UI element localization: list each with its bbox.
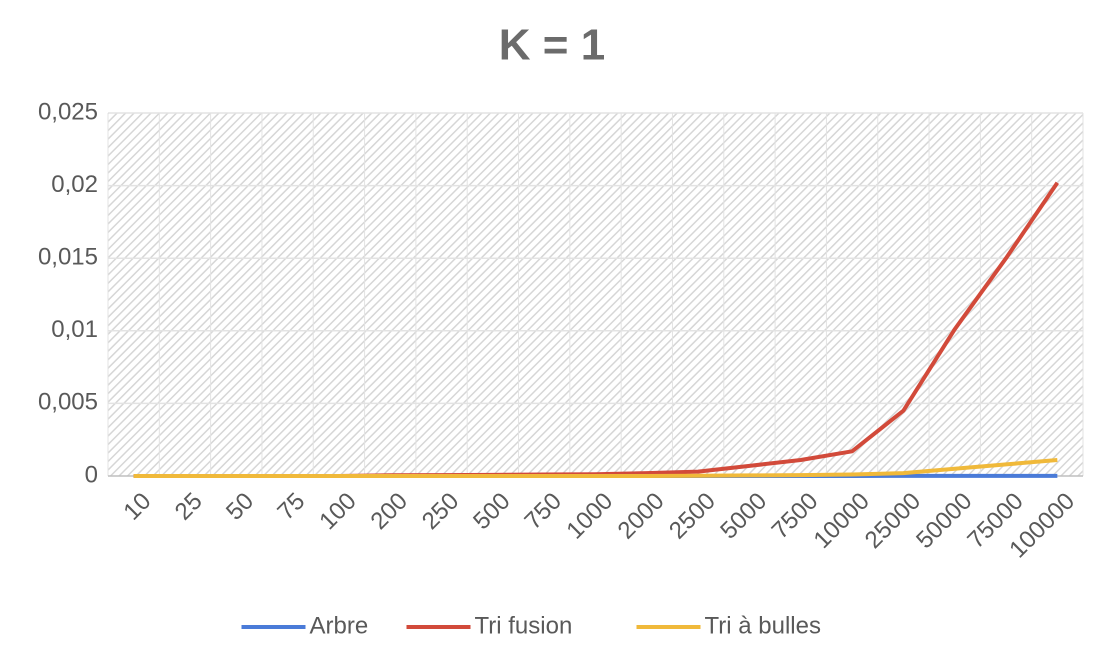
x-tick-label: 2000 (613, 488, 670, 545)
y-tick-label: 0 (85, 461, 98, 488)
x-tick-label: 25000 (860, 488, 926, 554)
x-tick-label: 200 (366, 488, 413, 535)
y-tick-label: 0,015 (38, 244, 98, 271)
x-tick-label: 50000 (911, 488, 977, 554)
x-tick-label: 5000 (715, 488, 772, 545)
legend-label: Tri fusion (475, 612, 573, 639)
x-tick-label: 75 (272, 488, 310, 526)
x-tick-label: 100 (314, 488, 361, 535)
x-tick-label: 250 (417, 488, 464, 535)
legend-label: Arbre (310, 612, 369, 639)
x-tick-label: 2500 (664, 488, 721, 545)
x-tick-label: 750 (520, 488, 567, 535)
x-tick-label: 1000 (561, 488, 618, 545)
x-tick-label: 25 (170, 488, 208, 526)
x-tick-label: 500 (468, 488, 515, 535)
x-tick-label: 10 (118, 488, 156, 526)
y-tick-label: 0,005 (38, 389, 98, 416)
y-tick-label: 0,025 (38, 98, 98, 125)
x-tick-label: 10000 (809, 488, 875, 554)
plot-background (108, 113, 1083, 476)
legend-label: Tri à bulles (705, 612, 821, 639)
y-tick-label: 0,02 (51, 171, 98, 198)
y-tick-label: 0,01 (51, 316, 98, 343)
x-tick-label: 50 (221, 488, 259, 526)
chart-title: K = 1 (499, 21, 605, 70)
